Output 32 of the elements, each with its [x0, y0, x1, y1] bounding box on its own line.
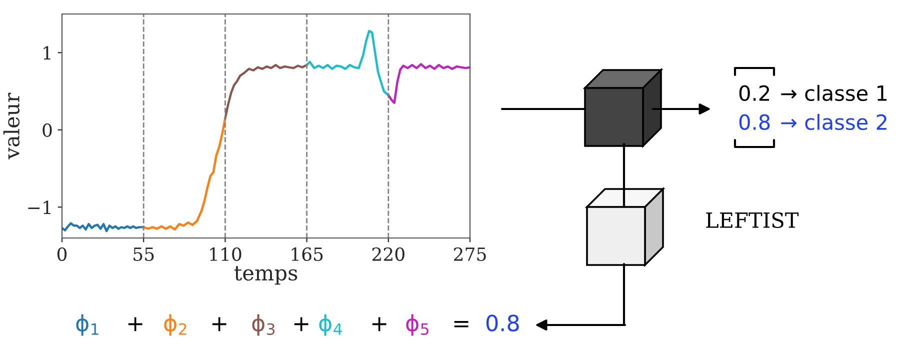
- text: ϕ$_{1}$: [76, 314, 98, 336]
- y-tick-label: 0: [42, 123, 52, 137]
- text: 0.8: [739, 114, 770, 130]
- line-series: [142, 117, 226, 231]
- y-tick-label: 1: [44, 46, 50, 60]
- text: 0.8: [486, 314, 519, 332]
- text: +: [212, 317, 226, 332]
- text: +: [294, 317, 308, 332]
- text: =: [454, 321, 468, 328]
- text: +: [372, 317, 386, 332]
- line-series: [387, 63, 470, 104]
- text: ϕ$_{2}$: [164, 314, 186, 336]
- x-tick-label: 110: [210, 247, 242, 262]
- x-tick-label: 165: [292, 247, 323, 262]
- text: 0.2: [739, 85, 770, 102]
- text: → classe 1: [781, 84, 887, 102]
- y-axis-title: valeur: [3, 92, 20, 160]
- x-tick-label: 0: [57, 247, 67, 262]
- x-tick-label: 275: [454, 247, 486, 262]
- x-tick-label: 220: [372, 247, 404, 262]
- text: LEFTIST: [706, 212, 799, 228]
- text: ϕ$_{3}$: [252, 314, 275, 336]
- text: → classe 2: [781, 114, 886, 130]
- line-series: [306, 30, 390, 96]
- line-series: [224, 64, 308, 120]
- line-series: [62, 222, 145, 232]
- x-axis-title: temps: [234, 266, 298, 285]
- text: ϕ$_{4}$: [319, 314, 342, 336]
- y-tick-label: −1: [28, 200, 50, 214]
- text: ϕ$_{5}$: [406, 314, 428, 336]
- x-tick-label: 55: [134, 248, 154, 262]
- text: +: [128, 317, 142, 332]
